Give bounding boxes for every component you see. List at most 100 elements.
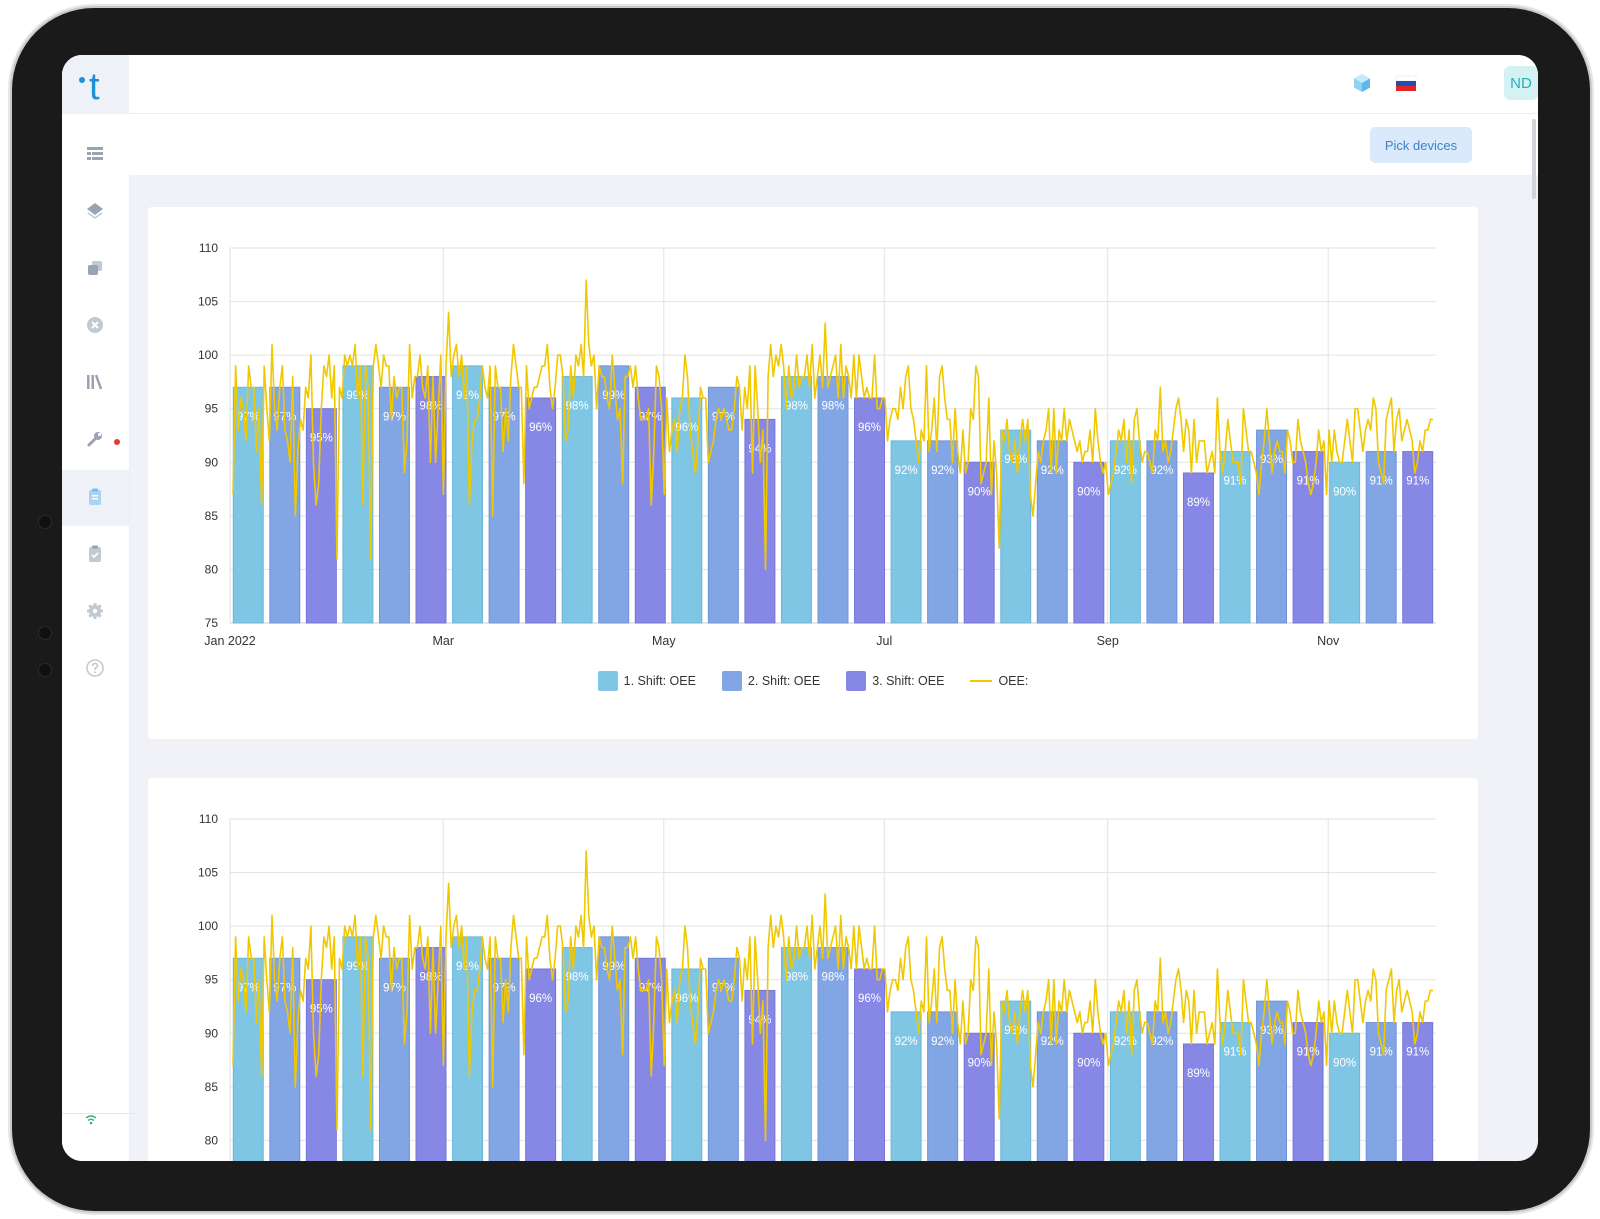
bar-shift3 xyxy=(1402,451,1434,624)
wifi-signal-icon xyxy=(85,1115,97,1125)
pick-devices-button[interactable]: Pick devices xyxy=(1370,127,1472,163)
x-tick-label: Mar xyxy=(432,634,454,648)
bar-data-label: 98% xyxy=(785,972,808,984)
bar-shift3 xyxy=(525,968,557,1161)
nav-item-list[interactable] xyxy=(79,138,111,170)
bar-data-label: 92% xyxy=(1114,1036,1137,1048)
list-icon xyxy=(87,147,103,160)
bar-data-label: 91% xyxy=(1370,476,1393,488)
bar-data-label: 97% xyxy=(237,982,260,994)
bar-data-label: 92% xyxy=(931,465,954,477)
x-tick-label: Jul xyxy=(876,634,892,648)
oee-chart: 75 80 85 90 95 100 105 110 Jan 2022 Mar May Jul Sep N… xyxy=(198,241,1436,648)
bar-shift1 xyxy=(1329,461,1361,624)
nav-item-maintenance[interactable] xyxy=(79,423,111,455)
y-tick-label: 110 xyxy=(199,812,218,826)
nav-item-connection[interactable] xyxy=(84,1113,98,1127)
bar-shift3 xyxy=(1292,1022,1324,1161)
layers-icon xyxy=(87,203,103,219)
y-tick-label: 100 xyxy=(198,348,218,362)
bar-data-label: 92% xyxy=(895,465,918,477)
bar-data-label: 89% xyxy=(1187,1068,1210,1080)
bar-data-label: 92% xyxy=(895,1036,918,1048)
bar-shift1 xyxy=(561,376,593,624)
bar-data-label: 96% xyxy=(858,993,881,1005)
sidebar-divider xyxy=(62,1113,135,1114)
oee-chart-card: 75 80 85 90 95 100 105 110 Jan 2022 Mar May Jul Sep N… xyxy=(148,207,1478,739)
bar-data-label: 96% xyxy=(529,993,552,1005)
legend-item-shift2[interactable]: 2. Shift: OEE xyxy=(721,671,820,691)
app-logo[interactable]: t xyxy=(62,55,129,114)
bar-shift1 xyxy=(1109,440,1141,624)
bar-data-label: 96% xyxy=(675,422,698,434)
user-avatar[interactable]: ND xyxy=(1504,66,1538,100)
bar-data-label: 95% xyxy=(310,433,333,445)
bar-data-label: 90% xyxy=(1333,486,1356,498)
bar-shift2 xyxy=(598,936,630,1161)
legend-item-shift1[interactable]: 1. Shift: OEE xyxy=(597,671,696,691)
bar-shift3 xyxy=(525,397,557,624)
legend-label: 1. Shift: OEE xyxy=(623,674,696,688)
nav-item-help[interactable] xyxy=(79,652,111,684)
logo-icon: t xyxy=(78,66,100,107)
app-screen: t xyxy=(62,55,1538,1161)
bar-shift2 xyxy=(817,376,849,624)
oee-line xyxy=(232,279,1433,571)
bar-data-label: 91% xyxy=(1406,476,1429,488)
bar-data-label: 98% xyxy=(785,401,808,413)
bar-shift3 xyxy=(963,461,995,624)
legend-item-shift3[interactable]: 3. Shift: OEE xyxy=(846,671,944,691)
bar-shift2 xyxy=(927,440,959,624)
bar-shift3 xyxy=(415,947,447,1161)
bar-data-label: 96% xyxy=(858,422,881,434)
nav-item-settings[interactable] xyxy=(79,595,111,627)
bar-data-label: 97% xyxy=(639,982,662,994)
nav-item-reports[interactable] xyxy=(79,481,111,513)
bar-data-label: 91% xyxy=(1223,476,1246,488)
bar-shift2 xyxy=(1365,451,1397,624)
sidebar: t xyxy=(62,55,135,1161)
bar-data-label: 92% xyxy=(1114,465,1137,477)
bar-data-label: 90% xyxy=(1077,486,1100,498)
legend-swatch xyxy=(721,671,742,691)
bar-shift1 xyxy=(671,968,703,1161)
clipboard-icon xyxy=(89,488,101,505)
bar-shift3 xyxy=(963,1032,995,1161)
page-header xyxy=(129,114,1538,175)
bar-data-label: 96% xyxy=(529,422,552,434)
scrollbar[interactable] xyxy=(1532,119,1536,199)
bar-data-label: 97% xyxy=(383,982,406,994)
y-tick-label: 80 xyxy=(205,562,219,576)
nav-item-tasks[interactable] xyxy=(79,538,111,570)
bar-shift1 xyxy=(780,947,812,1161)
oee-line xyxy=(232,850,1433,1142)
bar-shift3 xyxy=(305,408,337,624)
bar-data-label: 98% xyxy=(566,401,589,413)
bar-data-label: 90% xyxy=(968,1057,991,1069)
bar-shift1 xyxy=(561,947,593,1161)
bar-shift1 xyxy=(1219,451,1251,624)
nav-item-close[interactable] xyxy=(79,309,111,341)
y-tick-label: 75 xyxy=(205,616,219,630)
bar-shift3 xyxy=(1073,461,1105,624)
nav-item-layers[interactable] xyxy=(79,195,111,227)
legend-item-oee[interactable]: OEE: xyxy=(970,674,1028,688)
bar-data-label: 97% xyxy=(493,411,516,423)
nav-item-copy[interactable] xyxy=(79,252,111,284)
bar-data-label: 92% xyxy=(1150,465,1173,477)
flag-slovenia-icon xyxy=(1395,75,1417,91)
bar-shift2 xyxy=(1036,440,1068,624)
nav-item-library[interactable] xyxy=(79,366,111,398)
gear-icon xyxy=(87,603,103,619)
x-tick-label: Sep xyxy=(1097,634,1119,648)
cube-button[interactable] xyxy=(1351,72,1373,98)
bar-shift3 xyxy=(854,397,886,624)
bar-shift1 xyxy=(671,397,703,624)
bar-shift2 xyxy=(378,957,410,1161)
x-tick-label: Nov xyxy=(1317,634,1340,648)
language-selector[interactable] xyxy=(1395,73,1417,97)
y-tick-label: 110 xyxy=(199,241,218,255)
y-tick-label: 80 xyxy=(205,1133,219,1147)
